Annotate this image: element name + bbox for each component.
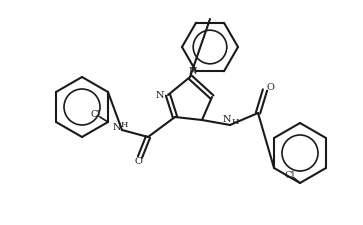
Text: N: N [189, 67, 197, 76]
Text: N: N [156, 92, 164, 101]
Text: N: N [113, 122, 121, 131]
Text: O: O [134, 158, 142, 166]
Text: Cl: Cl [285, 171, 295, 180]
Text: N: N [223, 115, 231, 124]
Text: O: O [266, 83, 274, 92]
Text: H: H [120, 121, 128, 129]
Text: Cl: Cl [91, 110, 101, 119]
Text: H: H [231, 118, 239, 126]
